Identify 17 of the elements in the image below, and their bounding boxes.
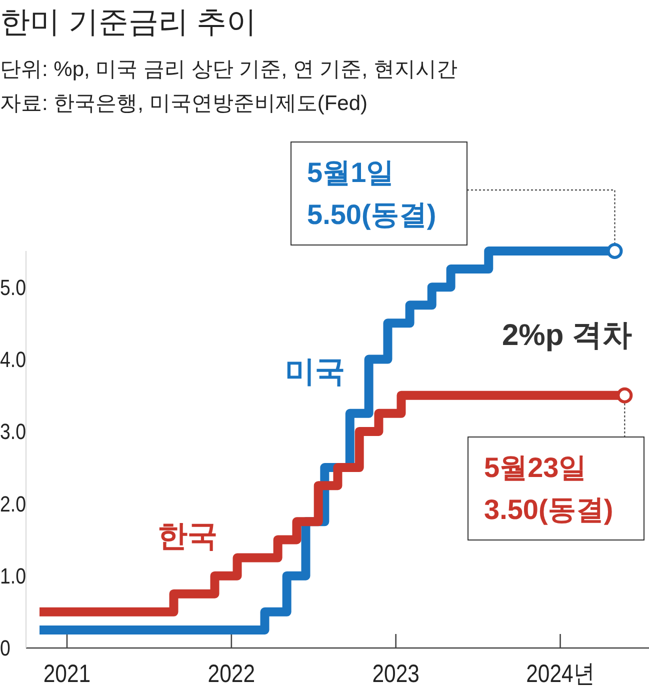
x-tick-label: 2023 (372, 659, 420, 688)
y-tick-label: 1.0 (0, 565, 26, 589)
text: 자료: 한국은행, 미국연방준비제도(Fed) (0, 92, 368, 115)
x-tick-label: 2021 (43, 659, 91, 688)
y-tick-label: 5.0 (0, 276, 26, 300)
series-label: 한국 (157, 520, 218, 553)
y-tick-label: 3.0 (0, 420, 26, 445)
annotation: 2%p 격차 (502, 319, 632, 352)
series-label: 미국 (284, 355, 345, 388)
y-tick-label: 0 (0, 637, 10, 662)
x-tick-label: 2024년 (526, 659, 594, 688)
annotation: 5월23일 3.50(동결) (484, 452, 614, 525)
x-tick-label: 2022 (208, 659, 256, 688)
y-tick-label: 2.0 (0, 493, 26, 517)
chart-subtitle: 단위: %p, 미국 금리 상단 기준, 연 기준, 현지시간 (0, 58, 458, 81)
y-tick-label: 4.0 (0, 348, 26, 372)
chart-title: 한미 기준금리 추이 (0, 6, 257, 39)
